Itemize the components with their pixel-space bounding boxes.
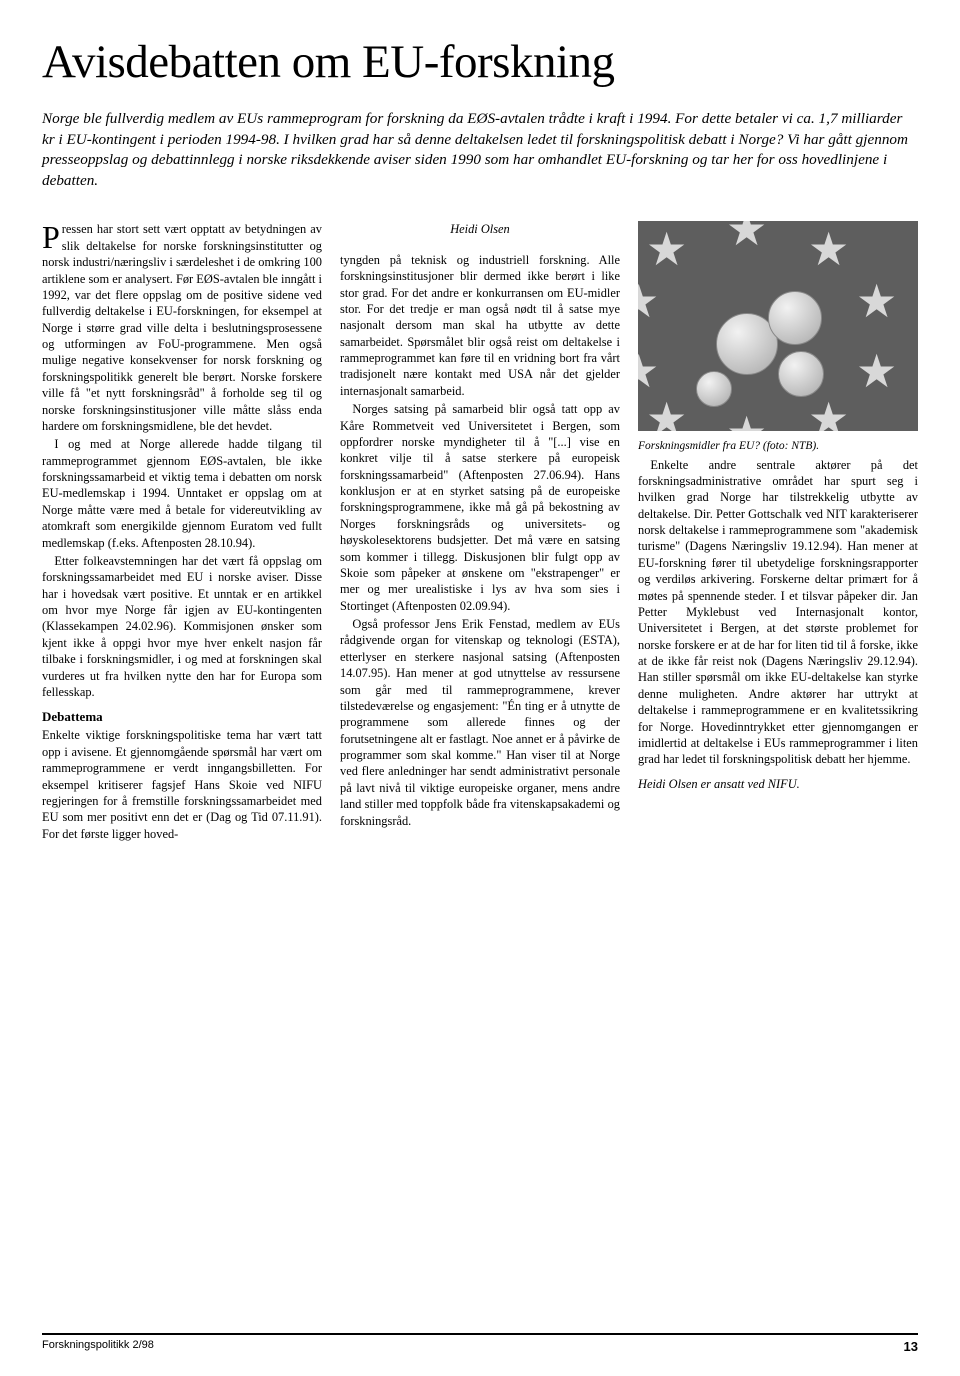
author-note: Heidi Olsen er ansatt ved NIFU. xyxy=(638,776,918,792)
page-footer: Forskningspolitikk 2/98 13 xyxy=(42,1333,918,1354)
col1-p1: Pressen har stort sett vært opptatt av b… xyxy=(42,221,322,434)
col2-p3: Også professor Jens Erik Fenstad, medlem… xyxy=(340,616,620,829)
column-3: ★ ★ ★ ★ ★ ★ ★ ★ ★ ★ Forskningsmidler fra… xyxy=(638,221,918,844)
column-2: Heidi Olsen tyngden på teknisk og indust… xyxy=(340,221,620,844)
byline: Heidi Olsen xyxy=(340,221,620,237)
col1-subhead: Debattema xyxy=(42,708,322,725)
photo-caption: Forskningsmidler fra EU? (foto: NTB). xyxy=(638,439,918,454)
footer-page-number: 13 xyxy=(904,1339,918,1354)
article-photo: ★ ★ ★ ★ ★ ★ ★ ★ ★ ★ xyxy=(638,221,918,431)
col2-p1: tyngden på teknisk og industriell forskn… xyxy=(340,252,620,399)
eu-flag-graphic: ★ ★ ★ ★ ★ ★ ★ ★ ★ ★ xyxy=(638,221,918,431)
col1-p2: I og med at Norge allerede hadde tilgang… xyxy=(42,436,322,551)
article-columns: Pressen har stort sett vært opptatt av b… xyxy=(42,221,918,844)
article-lead: Norge ble fullverdig medlem av EUs ramme… xyxy=(42,109,912,191)
footer-issue: Forskningspolitikk 2/98 xyxy=(42,1339,154,1354)
col1-p4: Enkelte viktige forskningspolitiske tema… xyxy=(42,727,322,842)
col3-p1: Enkelte andre sentrale aktører på det fo… xyxy=(638,457,918,768)
col2-p2: Norges satsing på samarbeid blir også ta… xyxy=(340,401,620,614)
column-1: Pressen har stort sett vært opptatt av b… xyxy=(42,221,322,844)
col1-p3: Etter folkeavstemningen har det vært få … xyxy=(42,553,322,700)
article-headline: Avisdebatten om EU-forskning xyxy=(42,38,918,87)
